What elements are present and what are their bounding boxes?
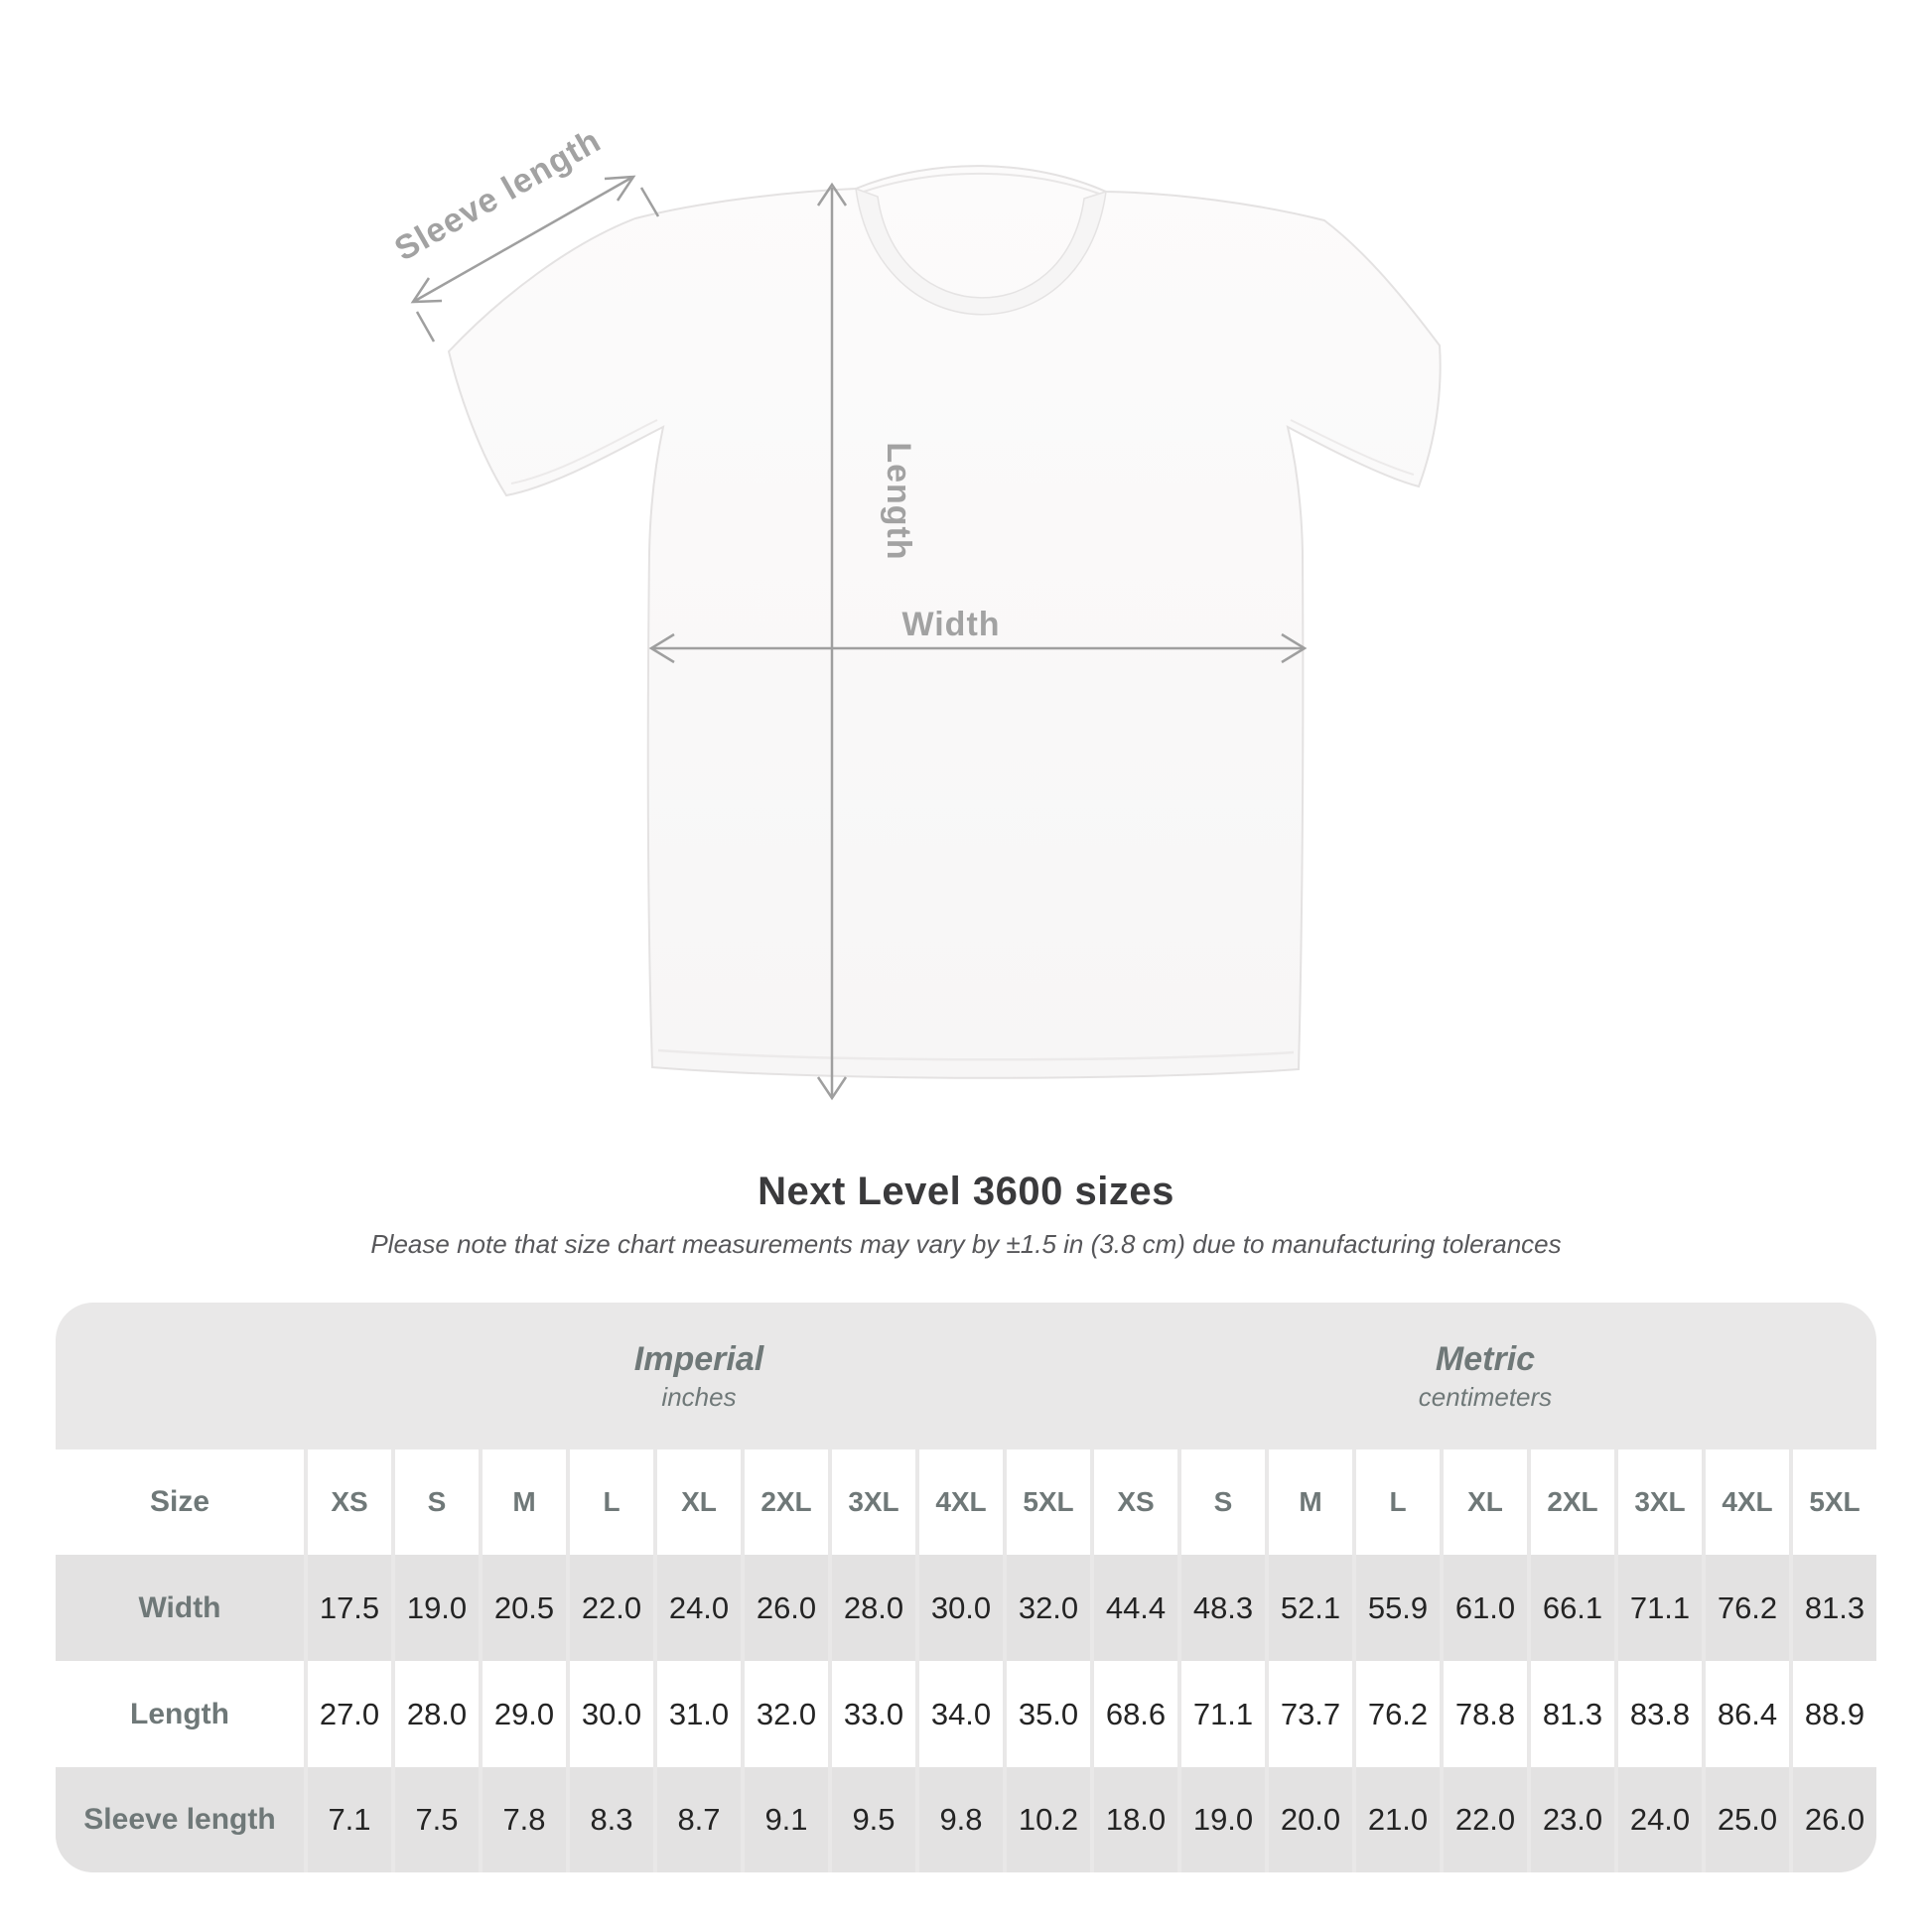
size-value-cell: 22.0: [1444, 1767, 1527, 1872]
size-value-cell: 9.8: [919, 1767, 1003, 1872]
column-header: L: [570, 1449, 653, 1555]
length-label: Length: [880, 442, 917, 560]
size-value-cell: 76.2: [1706, 1555, 1789, 1661]
row-label-width: Width: [56, 1555, 304, 1661]
column-header: 4XL: [919, 1449, 1003, 1555]
column-header: 3XL: [1618, 1449, 1702, 1555]
unit-header-imperial: Imperial inches: [308, 1303, 1090, 1449]
size-value-cell: 8.3: [570, 1767, 653, 1872]
column-header: M: [1269, 1449, 1352, 1555]
column-header: XS: [1094, 1449, 1177, 1555]
unit-header-spacer: [56, 1303, 304, 1449]
size-chart-note: Please note that size chart measurements…: [370, 1229, 1562, 1259]
size-value-cell: 22.0: [570, 1555, 653, 1661]
size-value-cell: 8.7: [657, 1767, 741, 1872]
size-value-cell: 71.1: [1618, 1555, 1702, 1661]
column-header: M: [483, 1449, 566, 1555]
length-arrow: [816, 182, 848, 1101]
size-value-cell: 17.5: [308, 1555, 391, 1661]
size-chart-title: Next Level 3600 sizes: [758, 1170, 1174, 1213]
collar: [855, 187, 1107, 316]
size-value-cell: 26.0: [1793, 1767, 1876, 1872]
column-header: XL: [657, 1449, 741, 1555]
size-value-cell: 31.0: [657, 1661, 741, 1767]
column-header: XS: [308, 1449, 391, 1555]
column-header: 4XL: [1706, 1449, 1789, 1555]
size-diagram: Length Width Sleeve length: [388, 121, 1442, 1101]
size-value-cell: 10.2: [1007, 1767, 1090, 1872]
size-value-cell: 61.0: [1444, 1555, 1527, 1661]
size-value-cell: 34.0: [919, 1661, 1003, 1767]
size-value-cell: 27.0: [308, 1661, 391, 1767]
size-value-cell: 76.2: [1356, 1661, 1440, 1767]
column-header: 5XL: [1007, 1449, 1090, 1555]
size-value-cell: 35.0: [1007, 1661, 1090, 1767]
imperial-label: Imperial: [633, 1340, 764, 1378]
size-value-cell: 28.0: [395, 1661, 479, 1767]
metric-unit-label: centimeters: [1418, 1382, 1553, 1412]
sleeve-length-label: Sleeve length: [388, 121, 608, 268]
column-header: XL: [1444, 1449, 1527, 1555]
size-table: Imperial inches Metric centimeters Size …: [56, 1303, 1876, 1872]
size-value-cell: 55.9: [1356, 1555, 1440, 1661]
size-value-cell: 30.0: [570, 1661, 653, 1767]
row-label-length: Length: [56, 1661, 304, 1767]
size-value-cell: 81.3: [1793, 1555, 1876, 1661]
width-arrow: [648, 632, 1308, 664]
size-value-cell: 7.5: [395, 1767, 479, 1872]
size-value-cell: 20.5: [483, 1555, 566, 1661]
size-value-cell: 19.0: [1181, 1767, 1265, 1872]
size-value-cell: 24.0: [1618, 1767, 1702, 1872]
size-value-cell: 7.1: [308, 1767, 391, 1872]
size-value-cell: 81.3: [1531, 1661, 1614, 1767]
size-value-cell: 25.0: [1706, 1767, 1789, 1872]
column-header: 2XL: [745, 1449, 828, 1555]
column-header: 2XL: [1531, 1449, 1614, 1555]
size-value-cell: 73.7: [1269, 1661, 1352, 1767]
size-value-cell: 29.0: [483, 1661, 566, 1767]
size-value-cell: 52.1: [1269, 1555, 1352, 1661]
column-header: S: [395, 1449, 479, 1555]
size-value-cell: 68.6: [1094, 1661, 1177, 1767]
size-value-cell: 9.5: [832, 1767, 915, 1872]
size-value-cell: 18.0: [1094, 1767, 1177, 1872]
size-value-cell: 20.0: [1269, 1767, 1352, 1872]
size-value-cell: 88.9: [1793, 1661, 1876, 1767]
size-value-cell: 9.1: [745, 1767, 828, 1872]
column-header: 5XL: [1793, 1449, 1876, 1555]
size-value-cell: 21.0: [1356, 1767, 1440, 1872]
size-value-cell: 32.0: [1007, 1555, 1090, 1661]
size-value-cell: 66.1: [1531, 1555, 1614, 1661]
column-header: L: [1356, 1449, 1440, 1555]
imperial-unit-label: inches: [661, 1382, 737, 1412]
size-value-cell: 30.0: [919, 1555, 1003, 1661]
size-value-cell: 26.0: [745, 1555, 828, 1661]
size-value-cell: 71.1: [1181, 1661, 1265, 1767]
tshirt-diagram-svg: Length Width Sleeve length: [388, 121, 1442, 1101]
size-value-cell: 24.0: [657, 1555, 741, 1661]
column-header: S: [1181, 1449, 1265, 1555]
sleeve-length-arrow: [410, 175, 660, 343]
column-header: 3XL: [832, 1449, 915, 1555]
size-value-cell: 33.0: [832, 1661, 915, 1767]
row-label-sleeve-length: Sleeve length: [56, 1767, 304, 1872]
size-value-cell: 86.4: [1706, 1661, 1789, 1767]
size-value-cell: 48.3: [1181, 1555, 1265, 1661]
size-value-cell: 32.0: [745, 1661, 828, 1767]
unit-header-metric: Metric centimeters: [1094, 1303, 1876, 1449]
size-value-cell: 78.8: [1444, 1661, 1527, 1767]
metric-label: Metric: [1435, 1340, 1536, 1378]
tshirt-graphic: [447, 165, 1442, 1079]
size-value-cell: 28.0: [832, 1555, 915, 1661]
width-label: Width: [901, 606, 1000, 643]
size-value-cell: 83.8: [1618, 1661, 1702, 1767]
size-value-cell: 7.8: [483, 1767, 566, 1872]
size-value-cell: 44.4: [1094, 1555, 1177, 1661]
size-header: Size: [56, 1449, 304, 1555]
size-value-cell: 19.0: [395, 1555, 479, 1661]
size-value-cell: 23.0: [1531, 1767, 1614, 1872]
